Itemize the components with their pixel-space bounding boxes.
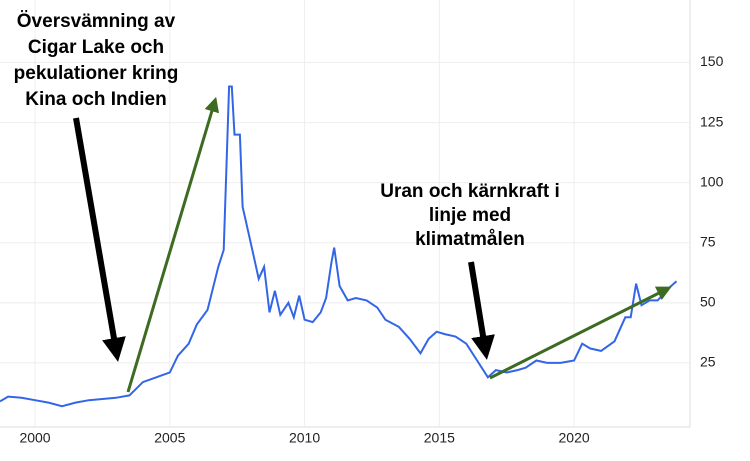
annotation: Kina och Indien [25,89,166,110]
annotation: Uran och kärnkraft i [380,181,560,202]
y-tick-label: 100 [700,173,724,189]
y-tick-label: 25 [700,354,716,370]
arrow [489,286,672,380]
annotation: Cigar Lake och [28,37,164,58]
arrow [126,96,220,393]
arrow [468,261,495,360]
y-tick-label: 150 [700,53,724,69]
annotation: linje med [429,205,511,226]
x-tick-label: 2015 [424,430,455,446]
annotation: Översvämning av [17,11,176,32]
y-tick-label: 125 [700,113,724,129]
x-tick-label: 2020 [559,430,590,446]
data-line [0,85,678,408]
annotation: klimatmålen [415,229,525,250]
y-tick-label: 75 [700,233,716,249]
y-tick-label: 50 [700,294,716,310]
annotation: pekulationer kring [14,63,179,84]
x-tick-label: 2000 [19,430,50,446]
arrow [73,117,126,362]
x-tick-label: 2005 [154,430,185,446]
x-tick-label: 2010 [289,430,320,446]
